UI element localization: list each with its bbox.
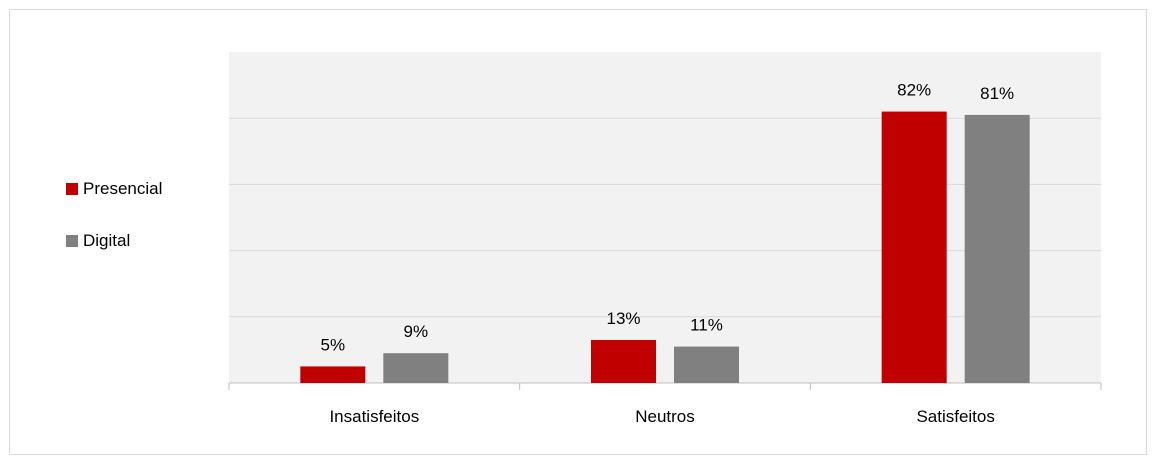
x-tick-label: Satisfeitos xyxy=(916,407,994,426)
data-label: 5% xyxy=(321,335,346,354)
legend-swatch-digital xyxy=(66,235,78,247)
bar-digital-satisfeitos xyxy=(964,114,1030,383)
bar-presencial-neutros xyxy=(591,339,656,383)
legend-item-digital: Digital xyxy=(66,228,162,254)
data-label: 9% xyxy=(404,322,429,341)
x-tick-label: Insatisfeitos xyxy=(329,407,419,426)
legend: Presencial Digital xyxy=(66,176,162,280)
bar-presencial-satisfeitos xyxy=(881,111,947,383)
x-tick-label: Neutros xyxy=(635,407,695,426)
legend-item-presencial: Presencial xyxy=(66,176,162,202)
bar-digital-insatisfeitos xyxy=(383,353,449,383)
data-label: 13% xyxy=(606,309,640,328)
data-label: 81% xyxy=(980,84,1014,103)
legend-label-digital: Digital xyxy=(83,231,131,250)
legend-swatch-presencial xyxy=(66,183,78,195)
data-label: 11% xyxy=(690,316,723,335)
plot-area xyxy=(229,52,1101,383)
data-label: 82% xyxy=(897,81,931,100)
bar-presencial-insatisfeitos xyxy=(300,366,366,383)
legend-label-presencial: Presencial xyxy=(83,179,163,198)
bar-digital-neutros xyxy=(674,346,739,383)
